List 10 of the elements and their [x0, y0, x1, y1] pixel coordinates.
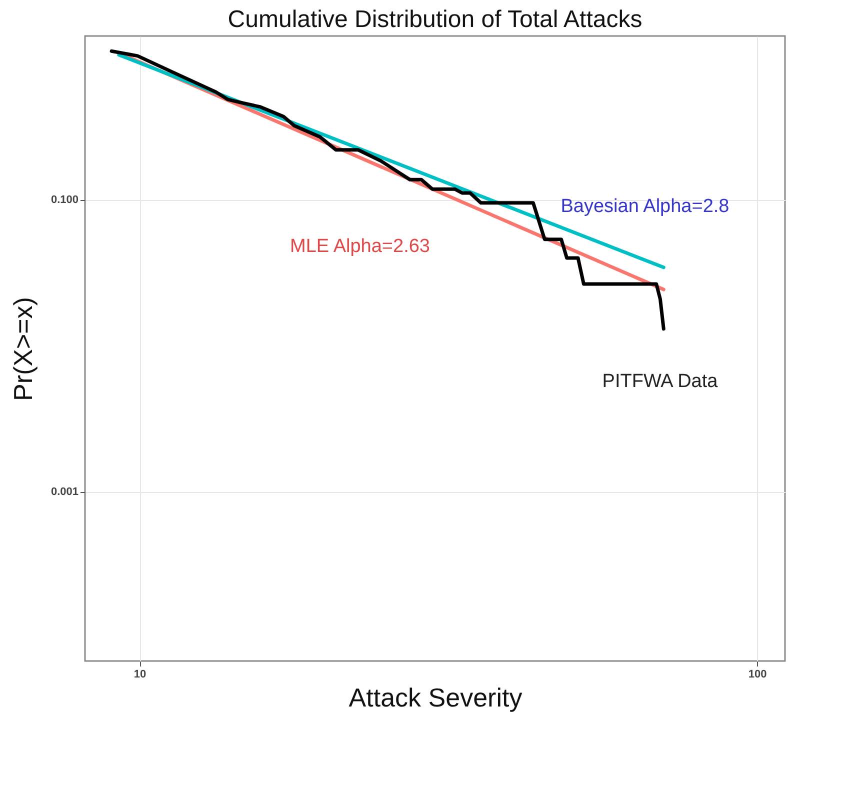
x-axis-title: Attack Severity [348, 682, 522, 712]
chart-title: Cumulative Distribution of Total Attacks [228, 6, 642, 33]
y-tick-label: 0.001 [50, 486, 78, 498]
y-axis-title: Pr(X>=x) [8, 296, 38, 402]
text: PITFWA Data [602, 371, 718, 392]
y-tick-label: 0.100 [50, 194, 78, 206]
series-label: Bayesian Alpha=2.8 [560, 196, 730, 217]
x-tick-label: 10 [134, 668, 146, 680]
text: MLE Alpha=2.63 [290, 236, 430, 257]
x-tick-label: 100 [748, 668, 767, 680]
